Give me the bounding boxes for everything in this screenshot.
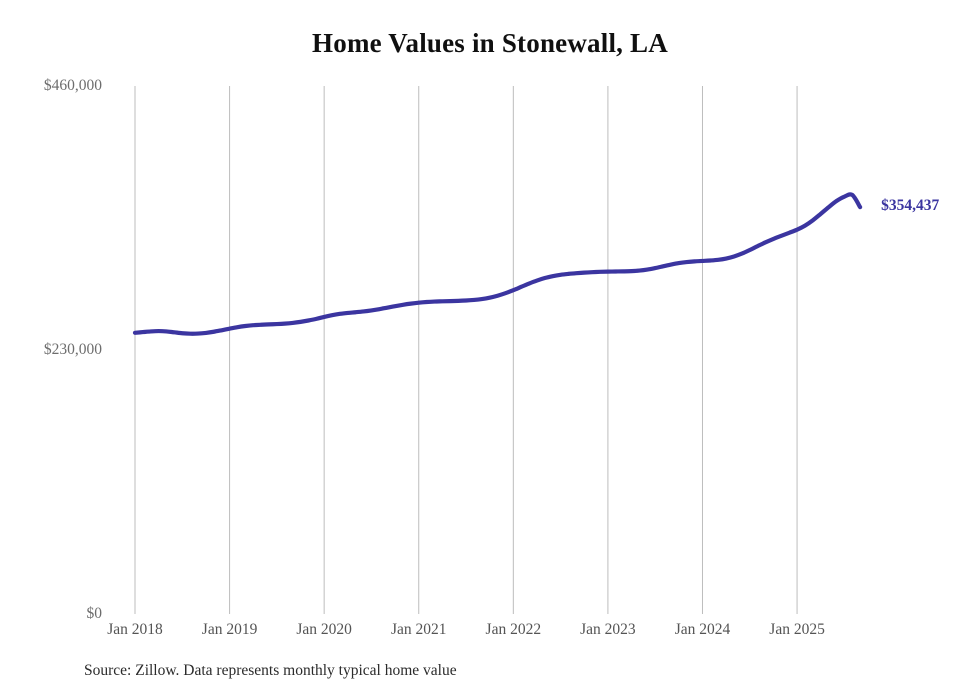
x-tick-label: Jan 2024 xyxy=(674,621,731,638)
x-tick-label: Jan 2023 xyxy=(580,621,636,638)
x-tick-label: Jan 2018 xyxy=(107,621,163,638)
gridlines-group xyxy=(134,86,798,614)
x-tick-label: Jan 2025 xyxy=(769,621,825,638)
y-tick-label: $460,000 xyxy=(43,77,102,94)
x-tick-label: Jan 2019 xyxy=(201,621,258,638)
y-tick-label: $0 xyxy=(86,605,103,622)
x-tick-label: Jan 2022 xyxy=(485,621,542,638)
y-tick-label: $230,000 xyxy=(43,341,102,358)
value-line-series xyxy=(132,192,863,336)
chart-title: Home Values in Stonewall, LA xyxy=(312,28,668,58)
x-tick-label: Jan 2020 xyxy=(296,621,352,638)
end-value-label: $354,437 xyxy=(881,197,940,215)
source-note: Source: Zillow. Data represents monthly … xyxy=(84,662,457,679)
x-tick-label: Jan 2021 xyxy=(390,621,447,638)
